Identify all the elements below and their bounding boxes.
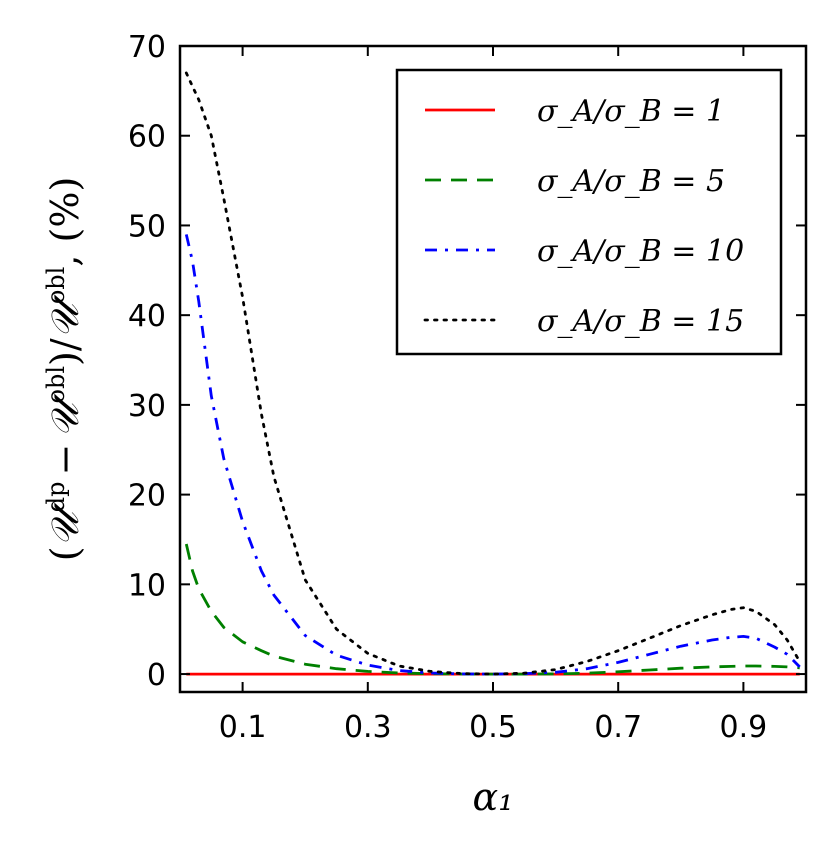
ylabel-slash: )/ bbox=[43, 338, 87, 366]
legend-box bbox=[395, 68, 783, 356]
y-axis-label: (𝒰dp−𝒰obl)/𝒰obl, (%) bbox=[42, 177, 87, 562]
svg-text:(𝒰dp−𝒰obl)/𝒰obl, (%): (𝒰dp−𝒰obl)/𝒰obl, (%) bbox=[42, 177, 87, 562]
legend-label-1: σ_A/σ_B = 1 bbox=[537, 94, 725, 129]
ylabel-minus: − bbox=[43, 444, 87, 476]
series-line-4 bbox=[184, 71, 802, 676]
series-line-2 bbox=[184, 543, 800, 676]
legend: σ_A/σ_B = 1 σ_A/σ_B = 5 σ_A/σ_B = 10 σ_A/σ_… bbox=[395, 68, 783, 356]
y-tick-label: 40 bbox=[128, 299, 166, 334]
y-tick-label: 10 bbox=[128, 568, 166, 603]
x-tick-label: 0.5 bbox=[469, 710, 517, 745]
ylabel-tail: , (%) bbox=[43, 177, 87, 267]
x-tick-label: 0.7 bbox=[594, 710, 642, 745]
ylabel-sup-obl2: obl bbox=[42, 267, 70, 305]
axes-frame bbox=[178, 44, 808, 694]
ylabel-sup-dp: dp bbox=[42, 482, 70, 513]
y-tick-label: 0 bbox=[147, 658, 166, 693]
legend-label-2: σ_A/σ_B = 5 bbox=[537, 164, 725, 199]
series-lines bbox=[184, 71, 802, 676]
legend-label-4: σ_A/σ_B = 15 bbox=[537, 304, 744, 339]
x-axis-label: α₁ bbox=[473, 775, 514, 819]
y-tick-label: 60 bbox=[128, 120, 166, 155]
axis-ticks bbox=[180, 45, 806, 692]
ylabel-open: ( bbox=[43, 546, 87, 561]
x-tick-label: 0.1 bbox=[219, 710, 267, 745]
y-tick-label: 20 bbox=[128, 479, 166, 514]
y-tick-label: 50 bbox=[128, 209, 166, 244]
ylabel-sup-obl1: obl bbox=[42, 366, 70, 404]
y-tick-label: 30 bbox=[128, 389, 166, 424]
x-tick-label: 0.3 bbox=[344, 710, 392, 745]
y-tick-label: 70 bbox=[128, 30, 166, 65]
tick-labels: 0.1 0.3 0.5 0.7 0.9 0 10 20 30 40 50 60 70 bbox=[128, 30, 767, 745]
x-tick-label: 0.9 bbox=[720, 710, 768, 745]
legend-label-3: σ_A/σ_B = 10 bbox=[537, 234, 744, 269]
